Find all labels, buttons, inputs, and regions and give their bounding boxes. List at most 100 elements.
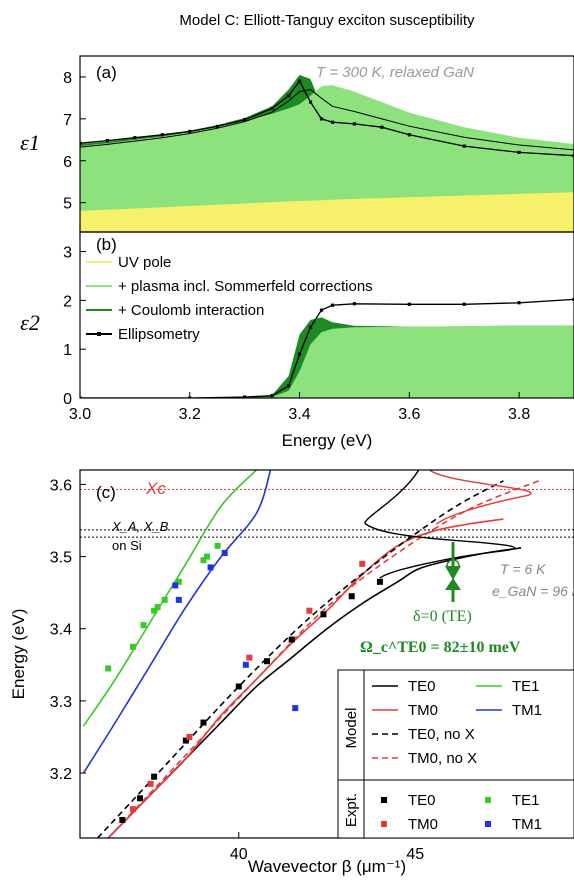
y-tick-label: 3.6: [50, 477, 72, 494]
legend-label-plasma-incl-sommerfeld-corrections: + plasma incl. Sommerfeld corrections: [118, 278, 373, 295]
expt-point-te0: [264, 658, 271, 665]
y-tick-label: 8: [63, 70, 72, 87]
x-tick-label: 3.6: [398, 406, 420, 423]
ellipsometry-point: [270, 106, 274, 110]
expt-point-te1: [214, 542, 221, 549]
xc-label: Xc: [145, 479, 166, 498]
legend-expt-tm0: TM0: [408, 816, 438, 833]
legend-label-tm1: TM1: [512, 702, 542, 719]
ellipsometry-point: [330, 120, 335, 124]
ellipsometry-point: [105, 139, 110, 143]
x-tick-label: 3.0: [69, 406, 91, 423]
curve-te0-no-x: [97, 480, 504, 838]
ellipsometry-point: [352, 122, 357, 126]
legend-model-label: Model: [343, 708, 360, 749]
model-line: [80, 88, 574, 151]
expt-point-te1: [151, 607, 158, 614]
area-uv-pole: [80, 192, 574, 232]
expt-point-tm1: [242, 661, 249, 668]
expt-point-te0: [200, 719, 207, 726]
ellipsometry-point: [462, 144, 466, 148]
thickness-label: e_GaN = 96 nm: [492, 583, 574, 599]
expt-point-te1: [200, 557, 207, 564]
x-tick-label: 45: [406, 846, 424, 863]
legend-marker-te0: [381, 797, 387, 803]
ellipsometry-point: [572, 154, 574, 158]
panel-b: 0 1 2 3 3.0 3.2 3.4 3.6 3.8 (b) ε2 Energy (eV) U…: [20, 231, 574, 450]
ellipsometry-point: [330, 303, 335, 307]
panel-c-frame: [79, 469, 574, 839]
expt-point-tm0: [246, 654, 253, 661]
expt-point-te0: [320, 611, 327, 618]
panel-b-ylabel: ε2: [20, 310, 40, 335]
y-tick-label: 2: [63, 293, 72, 310]
expt-point-tm1: [172, 582, 179, 589]
omega-label: Ω_c^TE0 = 82±10 meV: [360, 639, 521, 656]
ellipsometry-point: [243, 118, 247, 122]
legend-label-te0-no-x: TE0, no X: [408, 726, 475, 743]
expt-point-te1: [161, 596, 168, 603]
y-tick-label: 7: [63, 112, 72, 129]
ellipsometry-point: [407, 133, 411, 137]
ellipsometry-point: [297, 79, 302, 83]
panel-c-legend: Model Expt. TE0 TE1 TM0 TM1 TE0, no X TM0, no X…: [337, 669, 574, 839]
ellipsometry-point: [80, 141, 82, 145]
ellipsometry-point: [297, 352, 302, 356]
ellipsometry-point: [243, 395, 247, 398]
temperature-label: T = 6 K: [500, 561, 546, 577]
expt-point-te1: [175, 578, 182, 585]
panel-b-xlabel: Energy (eV): [282, 431, 373, 450]
curve-tm1: [82, 470, 272, 774]
expt-point-te1: [154, 604, 161, 611]
curve-te1: [82, 470, 257, 727]
expt-point-te1: [204, 553, 211, 560]
expt-point-te0: [235, 683, 242, 690]
x-tick-label: 3.2: [179, 406, 201, 423]
panel-b-legend: UV pole + plasma incl. Sommerfeld correct…: [86, 254, 373, 343]
legend-label-ellipsometry: Ellipsometry: [118, 326, 200, 343]
y-tick-label: 3.3: [50, 694, 72, 711]
legend-expt-tm1: TM1: [512, 816, 542, 833]
panel-b-label: (b): [96, 235, 117, 254]
panel-a-annotation: T = 300 K, relaxed GaN: [316, 64, 474, 81]
expt-point-te0: [288, 636, 295, 643]
legend-label-te1: TE1: [512, 678, 540, 695]
expt-point-te0: [348, 593, 355, 600]
ellipsometry-line: [80, 298, 574, 398]
ellipsometry-point: [462, 302, 466, 306]
y-tick-label: 3.2: [50, 766, 72, 783]
ellipsometry-point: [308, 325, 313, 329]
expt-point-te0: [376, 578, 383, 585]
legend-marker-tm1: [485, 821, 491, 827]
anticrossing-marker: [446, 559, 460, 573]
panel-c-xlabel: Wavevector β (μm⁻¹): [248, 857, 406, 876]
panel-c-ylabel: Energy (eV): [9, 609, 28, 700]
on-si-label: on Si: [112, 538, 142, 553]
y-tick-label: 5: [63, 196, 72, 213]
x-tick-label: 40: [230, 846, 248, 863]
expt-point-tm0: [306, 607, 313, 614]
legend-marker-te1: [485, 797, 491, 803]
y-tick-label: 1: [63, 342, 72, 359]
x-tick-label: 3.4: [288, 406, 310, 423]
ellipsometry-point: [133, 136, 137, 140]
panel-a: 5 6 7 8 (a) T = 300 K, relaxed GaN ε1: [20, 55, 574, 233]
absorption-peak-te0: [364, 470, 516, 579]
ellipsometry-point: [286, 384, 291, 388]
ellipsometry-point: [319, 117, 324, 121]
panel-c: 3.2 3.3 3.4 3.5 3.6 40 45 (c) Xc X_A, X_B on S…: [9, 469, 574, 876]
y-tick-label: 0: [63, 391, 72, 408]
delta-label: δ=0 (TE): [413, 608, 472, 625]
panel-c-label: (c): [96, 483, 116, 502]
legend-box: [337, 669, 574, 839]
expt-point-tm1: [207, 564, 214, 571]
area-plasma-incl-sommerfeld-corrections: [80, 325, 574, 398]
expt-point-tm0: [129, 806, 136, 813]
expt-point-te1: [105, 665, 112, 672]
ellipsometry-point: [286, 94, 291, 98]
expt-point-te0: [182, 737, 189, 744]
ellipsometry-point: [160, 133, 164, 137]
legend-marker: [97, 332, 101, 336]
expt-point-te1: [129, 643, 136, 650]
